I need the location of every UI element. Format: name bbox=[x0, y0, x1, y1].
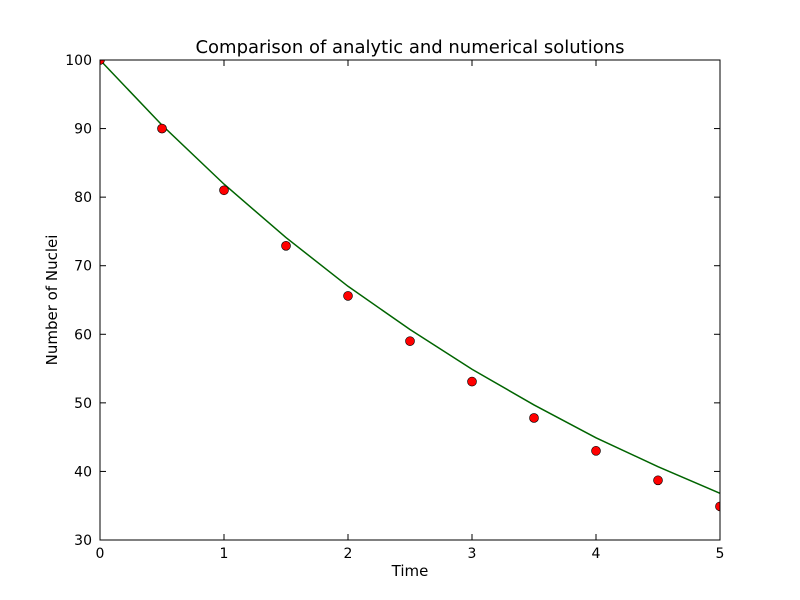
data-point bbox=[467, 376, 477, 387]
y-tick-label: 40 bbox=[74, 464, 92, 480]
x-tick-label: 3 bbox=[468, 546, 477, 562]
y-axis-ticks: 30 40 50 60 70 80 90 100 bbox=[65, 53, 720, 549]
data-point bbox=[653, 475, 663, 486]
x-tick-label: 5 bbox=[716, 546, 725, 562]
x-axis-ticks: 0 1 2 3 4 5 bbox=[96, 60, 725, 562]
data-point bbox=[157, 123, 167, 134]
plot-content bbox=[99, 59, 721, 512]
y-tick-label: 100 bbox=[65, 53, 92, 69]
data-point bbox=[219, 185, 229, 196]
x-tick-label: 0 bbox=[96, 546, 105, 562]
data-point bbox=[715, 501, 720, 512]
numerical-solution-points bbox=[100, 60, 720, 512]
y-tick-label: 30 bbox=[74, 533, 92, 549]
data-point bbox=[405, 336, 415, 346]
data-point bbox=[591, 446, 601, 456]
y-axis-label: Number of Nuclei bbox=[43, 235, 61, 366]
x-tick-label: 2 bbox=[344, 546, 353, 562]
data-point bbox=[343, 291, 353, 301]
chart-title: Comparison of analytic and numerical sol… bbox=[195, 37, 624, 58]
x-tick-label: 1 bbox=[220, 546, 229, 562]
data-point bbox=[281, 241, 291, 251]
plot-frame bbox=[99, 59, 721, 541]
data-point bbox=[100, 60, 105, 65]
y-tick-label: 80 bbox=[74, 190, 92, 206]
x-axis-label: Time bbox=[391, 562, 429, 580]
y-tick-label: 90 bbox=[74, 122, 92, 138]
x-tick-label: 4 bbox=[592, 546, 601, 562]
analytic-solution-line bbox=[99, 59, 721, 495]
y-tick-label: 70 bbox=[74, 259, 92, 275]
y-tick-label: 50 bbox=[74, 396, 92, 412]
data-point bbox=[529, 413, 539, 423]
y-tick-label: 60 bbox=[74, 327, 92, 343]
